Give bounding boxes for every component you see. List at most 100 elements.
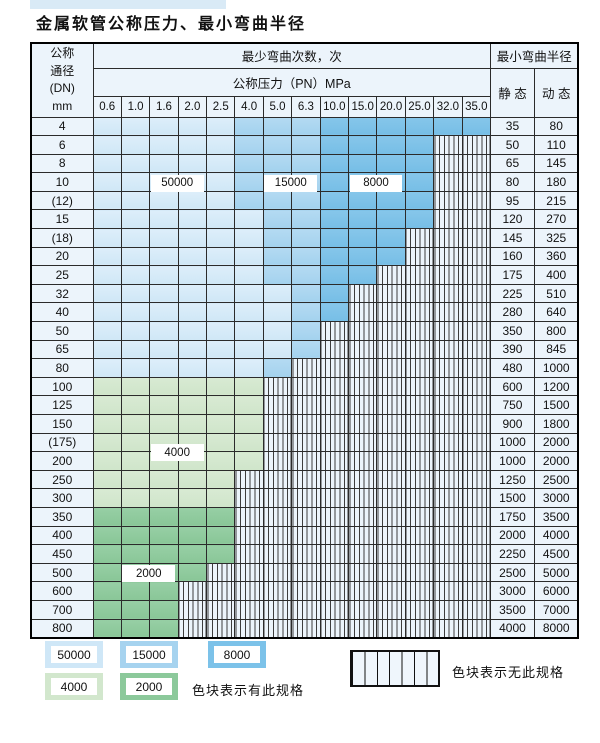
pressure-cell xyxy=(433,116,463,137)
pressure-cell xyxy=(177,544,208,564)
pressure-cell xyxy=(291,395,321,415)
table-row: 80 480 1000 xyxy=(30,358,579,378)
pressure-cell xyxy=(348,135,378,155)
pressure-cell xyxy=(262,488,293,508)
pressure-cell xyxy=(92,525,122,546)
pressure-cell xyxy=(348,395,378,415)
dn-cell: 500 xyxy=(30,562,94,583)
pressure-cell xyxy=(319,488,350,508)
pressure-cell xyxy=(319,265,350,285)
pressure-cell xyxy=(348,506,378,527)
pressure-cell xyxy=(120,172,151,192)
pressure-cell xyxy=(461,618,491,639)
pressure-cell xyxy=(461,358,491,378)
pressure-cell xyxy=(291,358,321,378)
static-radius-cell: 350 xyxy=(489,321,535,341)
table-row: 450 2250 4500 xyxy=(30,544,579,564)
pressure-cell xyxy=(461,265,491,285)
pressure-cell xyxy=(149,209,179,230)
pressure-cell xyxy=(376,190,406,211)
pressure-cell xyxy=(319,506,350,527)
pressure-col-header: 1.6 xyxy=(149,95,179,118)
pressure-cell xyxy=(291,599,321,620)
pressure-cell xyxy=(206,228,236,248)
pressure-cell xyxy=(433,302,463,323)
pressure-cell xyxy=(120,135,151,155)
dn-header-line: (DN) xyxy=(49,81,75,96)
table-row: 20 160 360 xyxy=(30,246,579,267)
pressure-cell xyxy=(234,153,264,174)
pressure-cell xyxy=(319,376,350,397)
pressure-cell xyxy=(433,506,463,527)
pressure-cell xyxy=(206,395,236,415)
pressure-cell xyxy=(177,265,208,285)
legend-value: 50000 xyxy=(51,646,97,663)
pressure-cell xyxy=(262,525,293,546)
pressure-cell xyxy=(433,339,463,360)
pressure-cell xyxy=(234,506,264,527)
pressure-cell xyxy=(319,395,350,415)
pressure-cell xyxy=(120,618,151,639)
dynamic-radius-cell: 510 xyxy=(533,283,579,304)
pressure-cell xyxy=(149,469,179,490)
pressure-cell xyxy=(319,116,350,137)
dn-cell: 40 xyxy=(30,302,94,323)
dynamic-radius-cell: 110 xyxy=(533,135,579,155)
pressure-cell xyxy=(262,562,293,583)
pressure-cell xyxy=(262,283,293,304)
pressure-cell xyxy=(291,228,321,248)
pressure-cell xyxy=(177,209,208,230)
pressure-cell xyxy=(177,395,208,415)
pressure-cell xyxy=(461,451,491,471)
pressure-cell xyxy=(120,395,151,415)
pressure-cell xyxy=(234,544,264,564)
pressure-cell xyxy=(461,190,491,211)
dynamic-radius-cell: 640 xyxy=(533,302,579,323)
legend-swatch-15000: 15000 xyxy=(120,641,178,668)
pressure-cell xyxy=(404,451,435,471)
pressure-cell xyxy=(348,228,378,248)
pressure-cell xyxy=(206,544,236,564)
pressure-cell xyxy=(404,209,435,230)
pressure-col-header: 4.0 xyxy=(234,95,264,118)
pressure-cell xyxy=(177,358,208,378)
pressure-cell xyxy=(433,376,463,397)
pressure-cell xyxy=(461,246,491,267)
pressure-cell xyxy=(376,302,406,323)
pressure-cell xyxy=(206,581,236,601)
pressure-cell xyxy=(376,376,406,397)
pressure-cell xyxy=(433,358,463,378)
pressure-cell xyxy=(177,153,208,174)
pressure-cell xyxy=(348,153,378,174)
pressure-cell xyxy=(262,599,293,620)
pressure-cell xyxy=(461,321,491,341)
static-radius-cell: 900 xyxy=(489,414,535,434)
pressure-cell xyxy=(319,469,350,490)
pressure-cell xyxy=(206,209,236,230)
pressure-cell xyxy=(120,265,151,285)
pressure-cell xyxy=(120,525,151,546)
pressure-cell xyxy=(262,451,293,471)
decorative-top-strip xyxy=(30,0,226,9)
pressure-cell xyxy=(234,190,264,211)
pressure-cell xyxy=(177,246,208,267)
pressure-cell xyxy=(234,302,264,323)
pressure-cell xyxy=(291,581,321,601)
pressure-cell xyxy=(92,153,122,174)
pressure-cell xyxy=(291,618,321,639)
static-radius-cell: 35 xyxy=(489,116,535,137)
pressure-cell xyxy=(234,525,264,546)
pressure-cell xyxy=(262,209,293,230)
pressure-cell xyxy=(433,172,463,192)
dn-cell: 25 xyxy=(30,265,94,285)
pressure-cell xyxy=(376,488,406,508)
pressure-cell xyxy=(291,469,321,490)
dn-cell: 600 xyxy=(30,581,94,601)
pressure-cell xyxy=(461,562,491,583)
pressure-cell xyxy=(348,562,378,583)
pressure-cell xyxy=(262,469,293,490)
pressure-cell xyxy=(92,135,122,155)
pressure-cell xyxy=(348,339,378,360)
pressure-cell xyxy=(461,506,491,527)
pressure-cell xyxy=(92,581,122,601)
